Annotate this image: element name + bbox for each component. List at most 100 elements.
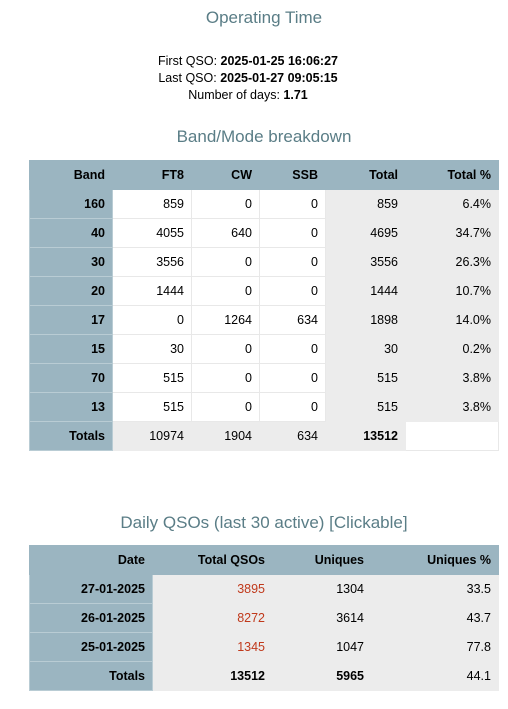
header-total-qsos: Total QSOs — [152, 545, 273, 575]
cw-cell: 640 — [191, 218, 260, 248]
band-cell: 160 — [29, 189, 113, 219]
header-uniques: Uniques — [272, 545, 372, 575]
total-cell: 1444 — [325, 276, 406, 306]
ft8-cell: 3556 — [112, 247, 192, 277]
total-cell: 30 — [325, 334, 406, 364]
daily-total-uniques: 5965 — [272, 661, 372, 691]
ssb-total: 634 — [259, 421, 326, 451]
header-uniques-pct: Uniques % — [371, 545, 499, 575]
total-pct-cell: 6.4% — [405, 189, 499, 219]
ft8-cell: 0 — [112, 305, 192, 335]
total-pct-cell: 3.8% — [405, 392, 499, 422]
cw-cell: 0 — [191, 392, 260, 422]
band-mode-header-row: Band FT8 CW SSB Total Total % — [29, 160, 499, 190]
daily-row: 27-01-2025 3895 1304 33.5 — [29, 574, 499, 604]
total-cell: 859 — [325, 189, 406, 219]
daily-qsos-title: Daily QSOs (last 30 active) [Clickable] — [120, 513, 408, 532]
daily-totals-label: Totals — [29, 661, 153, 691]
uniques-cell: 1047 — [272, 632, 372, 662]
daily-row: 25-01-2025 1345 1047 77.8 — [29, 632, 499, 662]
ssb-cell: 0 — [259, 189, 326, 219]
band-row: 70 515 0 0 515 3.8% — [29, 363, 499, 393]
band-cell: 40 — [29, 218, 113, 248]
total-pct-cell: 3.8% — [405, 363, 499, 393]
cw-cell: 0 — [191, 334, 260, 364]
total-cell: 515 — [325, 363, 406, 393]
uniques-pct-cell: 77.8 — [371, 632, 499, 662]
header-date: Date — [29, 545, 153, 575]
header-cw: CW — [191, 160, 260, 190]
days-value: 1.71 — [283, 88, 308, 102]
first-qso-line: First QSO: 2025-01-25 16:06:27 — [0, 52, 496, 70]
ssb-cell: 0 — [259, 392, 326, 422]
uniques-pct-cell: 33.5 — [371, 574, 499, 604]
total-pct-cell: 26.3% — [405, 247, 499, 277]
header-band: Band — [29, 160, 113, 190]
last-qso-value: 2025-01-27 09:05:15 — [220, 71, 338, 85]
daily-qsos-table: Date Total QSOs Uniques Uniques % 27-01-… — [29, 545, 499, 691]
ft8-cell: 1444 — [112, 276, 192, 306]
total-qsos-link[interactable]: 1345 — [152, 632, 273, 662]
daily-total-qsos: 13512 — [152, 661, 273, 691]
date-cell: 27-01-2025 — [29, 574, 153, 604]
total-qsos-link[interactable]: 8272 — [152, 603, 273, 633]
total-cell: 1898 — [325, 305, 406, 335]
band-totals-row: Totals 10974 1904 634 13512 — [29, 421, 499, 451]
header-ssb: SSB — [259, 160, 326, 190]
uniques-cell: 1304 — [272, 574, 372, 604]
daily-totals-row: Totals 13512 5965 44.1 — [29, 661, 499, 691]
uniques-cell: 3614 — [272, 603, 372, 633]
total-cell: 3556 — [325, 247, 406, 277]
date-cell: 25-01-2025 — [29, 632, 153, 662]
ft8-cell: 515 — [112, 363, 192, 393]
first-qso-label: First QSO: — [158, 54, 218, 68]
ssb-cell: 634 — [259, 305, 326, 335]
uniques-pct-cell: 43.7 — [371, 603, 499, 633]
date-cell: 26-01-2025 — [29, 603, 153, 633]
cw-cell: 0 — [191, 363, 260, 393]
total-pct-cell: 14.0% — [405, 305, 499, 335]
last-qso-line: Last QSO: 2025-01-27 09:05:15 — [0, 69, 496, 87]
ssb-cell: 0 — [259, 247, 326, 277]
ssb-cell: 0 — [259, 218, 326, 248]
first-qso-value: 2025-01-25 16:06:27 — [220, 54, 338, 68]
ft8-cell: 30 — [112, 334, 192, 364]
band-cell: 70 — [29, 363, 113, 393]
band-row: 13 515 0 0 515 3.8% — [29, 392, 499, 422]
total-cell: 4695 — [325, 218, 406, 248]
band-cell: 20 — [29, 276, 113, 306]
band-row: 30 3556 0 0 3556 26.3% — [29, 247, 499, 277]
daily-total-pct: 44.1 — [371, 661, 499, 691]
empty-cell — [405, 421, 499, 451]
ft8-cell: 859 — [112, 189, 192, 219]
grand-total: 13512 — [325, 421, 406, 451]
band-mode-table: Band FT8 CW SSB Total Total % 160 859 0 0 85… — [29, 160, 499, 451]
total-pct-cell: 34.7% — [405, 218, 499, 248]
band-row: 40 4055 640 0 4695 34.7% — [29, 218, 499, 248]
cw-cell: 0 — [191, 247, 260, 277]
ssb-cell: 0 — [259, 276, 326, 306]
ssb-cell: 0 — [259, 363, 326, 393]
cw-total: 1904 — [191, 421, 260, 451]
band-cell: 15 — [29, 334, 113, 364]
band-mode-title: Band/Mode breakdown — [176, 127, 352, 146]
days-line: Number of days: 1.71 — [0, 86, 496, 104]
daily-header-row: Date Total QSOs Uniques Uniques % — [29, 545, 499, 575]
header-total-pct: Total % — [405, 160, 499, 190]
band-cell: 17 — [29, 305, 113, 335]
band-cell: 13 — [29, 392, 113, 422]
header-ft8: FT8 — [112, 160, 192, 190]
total-pct-cell: 10.7% — [405, 276, 499, 306]
operating-time-title: Operating Time — [205, 8, 323, 27]
cw-cell: 1264 — [191, 305, 260, 335]
header-total: Total — [325, 160, 406, 190]
daily-row: 26-01-2025 8272 3614 43.7 — [29, 603, 499, 633]
band-row: 160 859 0 0 859 6.4% — [29, 189, 499, 219]
cw-cell: 0 — [191, 276, 260, 306]
band-cell: 30 — [29, 247, 113, 277]
days-label: Number of days: — [188, 88, 280, 102]
last-qso-label: Last QSO: — [158, 71, 217, 85]
total-qsos-link[interactable]: 3895 — [152, 574, 273, 604]
ft8-total: 10974 — [112, 421, 192, 451]
band-row: 15 30 0 0 30 0.2% — [29, 334, 499, 364]
